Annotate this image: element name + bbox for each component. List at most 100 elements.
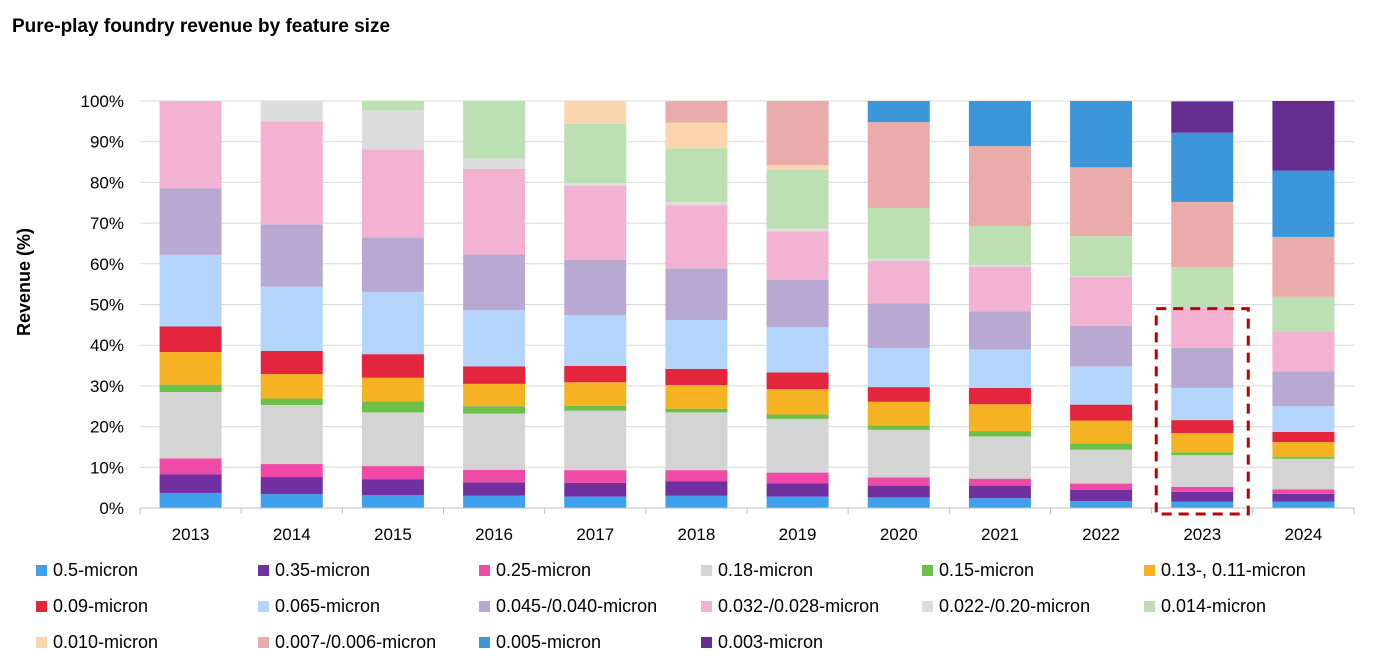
bar-segment xyxy=(665,201,728,206)
bar-segment xyxy=(260,350,323,375)
bar-segment xyxy=(564,405,627,411)
gridlines xyxy=(140,100,1354,468)
legend-item: 0.005-micron xyxy=(479,632,601,653)
bar-segment xyxy=(766,165,829,170)
y-tick-label: 0% xyxy=(99,499,124,518)
legend-label: 0.13-, 0.11-micron xyxy=(1161,560,1306,580)
bar-segment xyxy=(1272,458,1335,490)
bar-segment xyxy=(463,101,526,159)
bar-segment xyxy=(1070,449,1133,484)
bar-segment xyxy=(260,121,323,225)
legend-label: 0.18-micron xyxy=(718,560,814,580)
bar-segment xyxy=(867,260,930,304)
bar-segment xyxy=(1272,406,1335,432)
bar-segment xyxy=(968,436,1031,479)
bar-segment xyxy=(159,101,222,189)
bar-segment xyxy=(463,482,526,496)
bar-segment xyxy=(766,169,829,229)
y-tick-label: 20% xyxy=(90,418,124,437)
bar-segment xyxy=(968,349,1031,388)
legend-label: 0.022-/0.20-micron xyxy=(939,596,1091,616)
legend-item: 0.007-/0.006-micron xyxy=(258,632,436,653)
legend-label: 0.25-micron xyxy=(496,560,592,580)
bar-segment xyxy=(564,482,627,497)
bar-segment xyxy=(766,418,829,473)
bar-segment xyxy=(1272,431,1335,443)
legend-item: 0.045-/0.040-micron xyxy=(479,596,657,617)
legend-item: 0.13-, 0.11-micron xyxy=(1144,560,1306,581)
bar-segment xyxy=(1171,452,1234,456)
bar-segment xyxy=(361,101,424,111)
bar-segment xyxy=(1272,493,1335,502)
bar-segment xyxy=(361,377,424,402)
y-tick-label: 10% xyxy=(90,458,124,477)
bar-segment xyxy=(1272,236,1335,297)
bar-segment xyxy=(1272,442,1335,457)
legend-item: 0.010-micron xyxy=(36,632,158,653)
bar-segment xyxy=(463,406,526,414)
legend-label: 0.09-micron xyxy=(53,596,149,616)
bar-segment xyxy=(665,205,728,269)
bar-segment xyxy=(1171,267,1234,309)
chart-title: Pure-play foundry revenue by feature siz… xyxy=(12,16,391,37)
bar-segment xyxy=(766,101,829,166)
bar-segment xyxy=(1171,101,1234,133)
bar-segment xyxy=(463,469,526,483)
bar-segment xyxy=(867,429,930,478)
bar-segment xyxy=(564,410,627,471)
legend-swatch xyxy=(1144,565,1155,576)
bar-segment xyxy=(463,495,526,508)
highlight-box xyxy=(1154,307,1250,516)
legend-label: 0.065-micron xyxy=(275,596,381,616)
y-tick-label: 60% xyxy=(90,255,124,274)
x-tick-label: 2018 xyxy=(678,525,716,544)
bar-segment xyxy=(159,384,222,393)
legend-item: 0.25-micron xyxy=(479,560,591,581)
legend-label: 0.045-/0.040-micron xyxy=(496,596,658,616)
bar-segment xyxy=(463,413,526,470)
bar-segment xyxy=(968,485,1031,499)
legend-item: 0.5-micron xyxy=(36,560,138,581)
bar-segment xyxy=(665,368,728,386)
y-tick-label: 90% xyxy=(90,133,124,152)
tick-labels: 0% 10% 20% 30% 40% 50% 60% 70% 80% 90% 100% 2013 201… xyxy=(81,92,1323,544)
axes xyxy=(139,507,1355,514)
bar-segment xyxy=(159,474,222,493)
y-tick-label: 80% xyxy=(90,173,124,192)
bar-segment xyxy=(867,485,930,498)
bar-segment xyxy=(260,224,323,287)
bar-segment xyxy=(968,146,1031,226)
y-tick-label: 70% xyxy=(90,214,124,233)
legend-item: 0.15-micron xyxy=(922,560,1034,581)
bar-segment xyxy=(1070,167,1133,237)
highlight-box-layer xyxy=(1154,307,1250,516)
bar-segment xyxy=(665,148,728,202)
bar-segment xyxy=(564,259,627,316)
bar-segment xyxy=(361,479,424,495)
bar-segment xyxy=(766,372,829,390)
legend-label: 0.15-micron xyxy=(939,560,1035,580)
legend-item: 0.35-micron xyxy=(258,560,370,581)
bar-segment xyxy=(564,496,627,508)
legend-swatch xyxy=(258,601,269,612)
bar-segment xyxy=(968,101,1031,147)
bar-segment xyxy=(1070,483,1133,490)
bar-segment xyxy=(1070,420,1133,444)
bar-segment xyxy=(665,385,728,409)
bar-segment xyxy=(1070,443,1133,450)
bar-segment xyxy=(564,382,627,406)
bar-segment xyxy=(867,425,930,430)
x-tick-label: 2017 xyxy=(576,525,614,544)
bar-segment xyxy=(463,158,526,169)
bar-segment xyxy=(665,408,728,413)
bar-segment xyxy=(1272,371,1335,407)
bar-segment xyxy=(867,303,930,349)
bar-segment xyxy=(361,412,424,467)
bar-segment xyxy=(1272,456,1335,459)
bar-segment xyxy=(260,405,323,465)
legend-label: 0.007-/0.006-micron xyxy=(275,632,437,652)
bar-segment xyxy=(159,458,222,475)
bar-segment xyxy=(867,401,930,426)
bar-segment xyxy=(867,258,930,261)
bar-segment xyxy=(867,122,930,209)
